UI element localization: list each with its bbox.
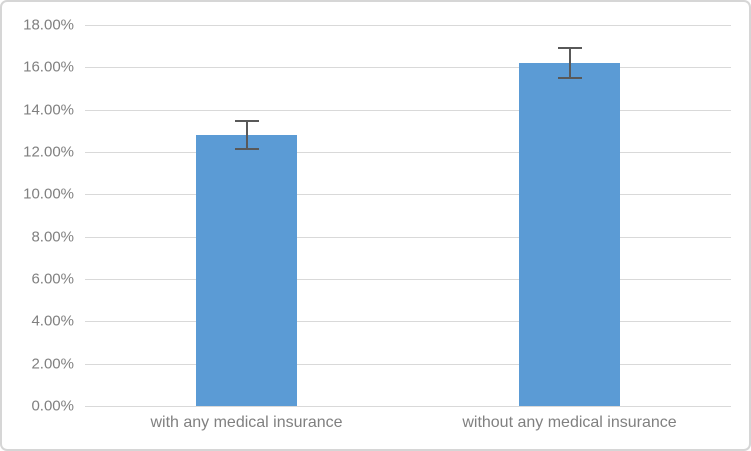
gridline: [85, 321, 731, 323]
gridline: [85, 363, 731, 365]
bar: [519, 63, 620, 406]
y-tick-label: 16.00%: [23, 58, 74, 76]
bar: [196, 135, 297, 406]
y-tick-label: 18.00%: [23, 16, 74, 34]
y-tick-label: 12.00%: [23, 143, 74, 161]
gridline: [85, 279, 731, 280]
error-bar-top-cap: [557, 47, 582, 50]
y-tick-label: 0.00%: [31, 397, 74, 415]
gridline: [85, 25, 731, 26]
y-tick-label: 4.00%: [31, 312, 74, 330]
plot-area: [85, 25, 731, 407]
gridline: [85, 194, 731, 196]
x-axis-category-labels: with any medical insurance without any me…: [85, 413, 731, 432]
y-tick-label: 10.00%: [23, 185, 74, 203]
gridline: [85, 236, 731, 238]
y-axis-tick-labels: 0.00% 2.00% 4.00% 6.00% 8.00% 10.00% 12.00% 14.…: [2, 18, 74, 414]
y-tick-label: 14.00%: [23, 101, 74, 119]
error-bar-top-cap: [234, 120, 259, 123]
y-tick-label: 6.00%: [31, 270, 74, 288]
error-bar-bottom-cap: [557, 76, 582, 79]
x-category-label: with any medical insurance: [150, 414, 343, 431]
x-category-label: without any medical insurance: [462, 414, 677, 431]
gridline: [85, 152, 731, 153]
error-bar-bottom-cap: [234, 147, 259, 150]
y-tick-label: 8.00%: [31, 228, 74, 246]
error-bar: [568, 48, 571, 78]
gridline: [85, 67, 731, 69]
y-tick-label: 2.00%: [31, 355, 74, 373]
error-bar: [245, 121, 248, 149]
gridline: [85, 109, 731, 111]
gridline: [85, 406, 731, 407]
